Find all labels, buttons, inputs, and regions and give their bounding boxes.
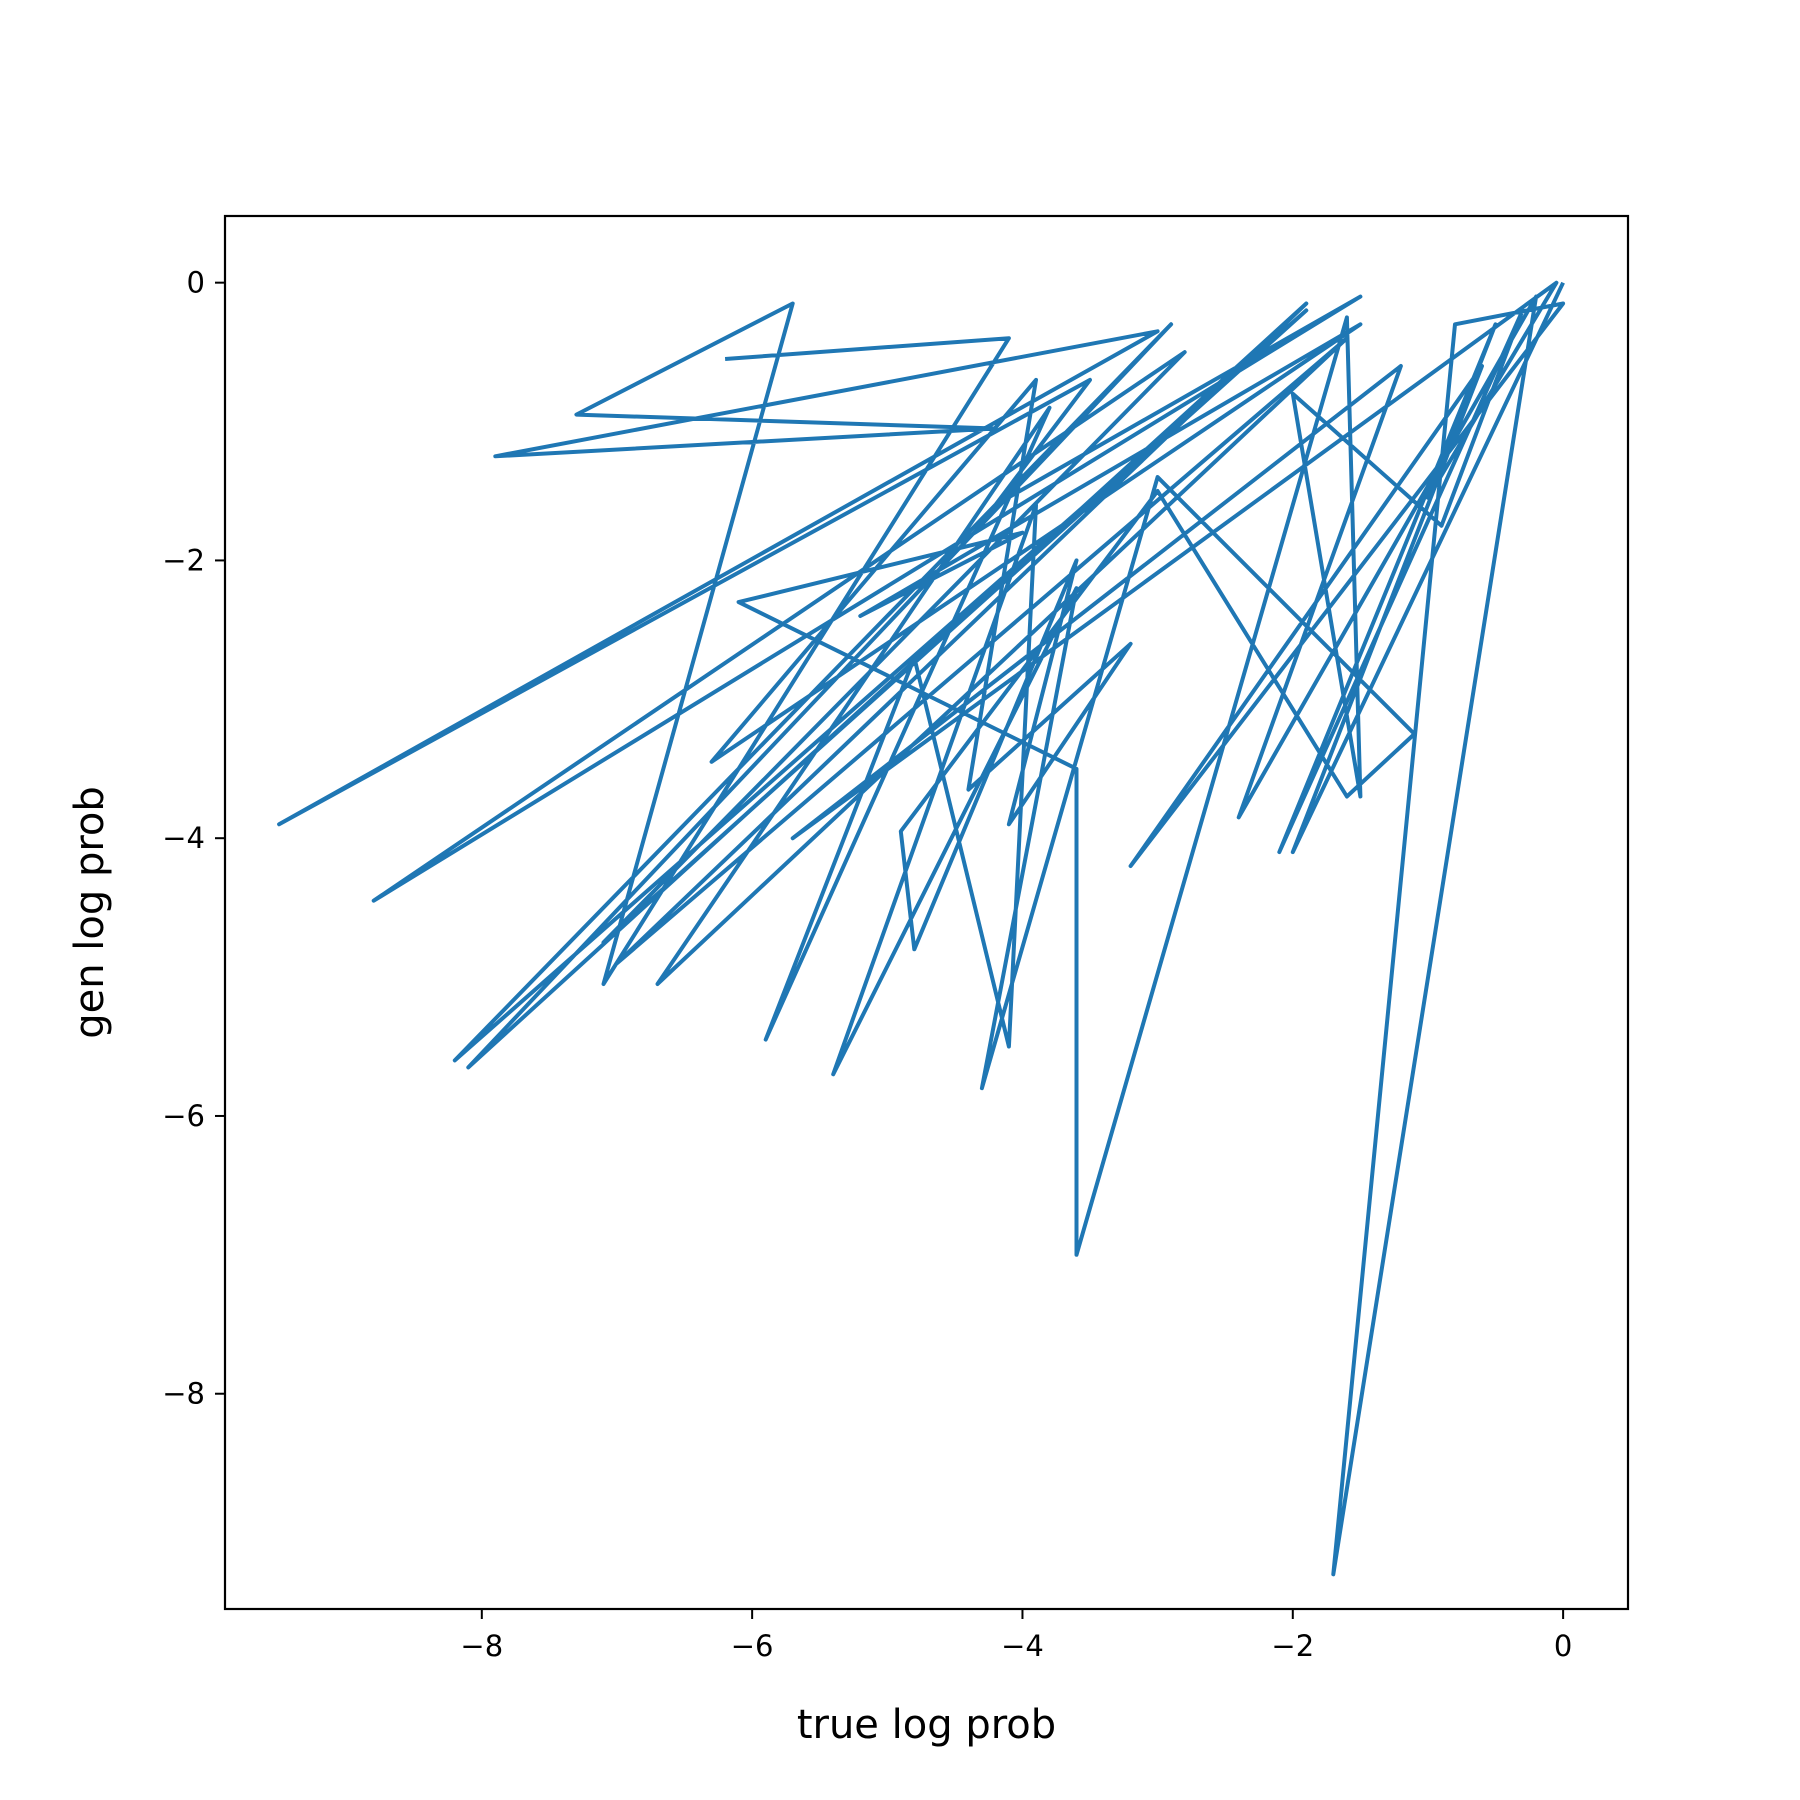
x-axis-label: true log prob	[797, 1702, 1056, 1748]
y-tick-label: −2	[162, 543, 205, 577]
x-tick-label: −2	[1271, 1629, 1314, 1663]
y-axis-label: gen log prob	[67, 786, 113, 1039]
x-axis: −8 −6 −4 −2 0	[460, 1609, 1572, 1663]
plot-frame	[223, 214, 1630, 1611]
series-line-0	[277, 280, 1566, 1577]
y-tick-label: −4	[162, 821, 205, 855]
y-tick-label: −6	[162, 1099, 205, 1133]
y-tick-label: 0	[187, 266, 205, 300]
x-tick-label: −8	[460, 1629, 503, 1663]
x-tick-label: −6	[731, 1629, 774, 1663]
y-axis: 0 −2 −4 −6 −8	[162, 266, 225, 1411]
series-layer	[277, 280, 1566, 1577]
y-tick-label: −8	[162, 1377, 205, 1411]
x-tick-label: −4	[1001, 1629, 1044, 1663]
x-tick-label: 0	[1554, 1629, 1572, 1663]
